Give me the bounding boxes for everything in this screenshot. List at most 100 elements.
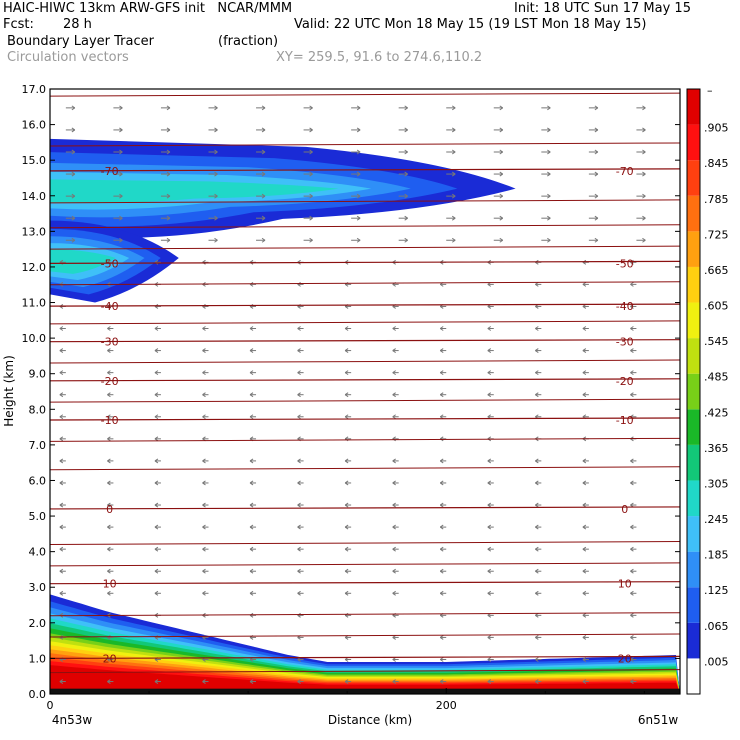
colorbar-swatch <box>687 551 700 588</box>
vector-arrowhead <box>107 590 111 596</box>
vector-arrowhead <box>202 590 206 596</box>
vector-arrowhead <box>594 149 599 155</box>
isotherm-label-right: -10 <box>616 414 634 427</box>
vector-arrowhead <box>642 237 646 243</box>
vector-arrowhead <box>154 524 159 530</box>
vector-arrowhead <box>71 193 76 199</box>
isotherm-label-left: -10 <box>101 414 119 427</box>
vector-arrowhead <box>344 524 349 530</box>
vector-arrowhead <box>630 281 634 287</box>
vector-arrowhead <box>344 568 349 574</box>
vector-arrowhead <box>214 171 218 177</box>
field-name: Boundary Layer Tracer <box>7 34 154 49</box>
vector-arrowhead <box>107 480 111 486</box>
vector-arrowhead <box>547 193 551 199</box>
colorbar-swatch <box>687 587 700 623</box>
colorbar-label: .425 <box>704 406 729 419</box>
vector-arrowhead <box>249 502 254 508</box>
vector-arrowhead <box>154 480 159 486</box>
vector-arrowhead <box>202 524 206 530</box>
vector-arrowhead <box>119 193 123 199</box>
vector-arrowhead <box>202 568 206 574</box>
vector-arrowhead <box>297 568 301 574</box>
vector-arrowhead <box>487 679 492 684</box>
isotherm-label-left: -30 <box>101 336 119 349</box>
colorbar-label: .125 <box>704 584 729 597</box>
vector-arrowhead <box>582 370 587 376</box>
vector-arrowhead <box>547 149 551 155</box>
isotherm-label-right: 20 <box>618 652 632 665</box>
vector-arrowhead <box>344 370 349 376</box>
vector-arrowhead <box>487 392 492 398</box>
vector-arrowhead <box>59 458 64 464</box>
vector-arrowhead <box>547 171 551 177</box>
isotherm-line <box>50 655 680 660</box>
colorbar-swatch <box>687 409 700 445</box>
vector-arrowhead <box>487 657 492 662</box>
vector-arrowhead <box>344 480 349 486</box>
vector-arrowhead <box>451 171 456 177</box>
vector-arrowhead <box>119 105 123 111</box>
contour-line <box>50 281 680 286</box>
vector-arrowhead <box>214 127 218 133</box>
colorbar-swatch <box>687 444 700 481</box>
vector-arrowhead <box>535 502 539 508</box>
contour-line <box>50 633 680 638</box>
vector-arrowhead <box>154 370 159 376</box>
isotherm-label-right: -20 <box>616 375 634 388</box>
isotherm-label-left: 20 <box>103 652 117 665</box>
vector-arrowhead <box>404 215 408 221</box>
vector-arrowhead <box>202 326 206 331</box>
y-tick-label: 4.0 <box>29 546 47 559</box>
vector-arrowhead <box>154 414 159 420</box>
isotherm-label-left: -50 <box>101 257 119 270</box>
colorbar-label: .365 <box>704 442 729 455</box>
colorbar-label: .065 <box>704 620 729 633</box>
temperature-contours: -70 -70 -50 -50 -40 -40 -30 -30 -20 -20 -10 -10 0 0 10… <box>50 92 680 674</box>
vector-arrowhead <box>392 392 396 398</box>
vector-arrowhead <box>59 590 64 596</box>
x-end-label-right: 6n51w <box>638 713 679 727</box>
vector-arrowhead <box>249 568 254 574</box>
vector-arrowhead <box>630 546 634 552</box>
vector-arrowhead <box>630 370 634 376</box>
vector-arrowhead <box>261 149 266 155</box>
vector-arrowhead <box>392 480 396 486</box>
vector-arrowhead <box>154 590 159 596</box>
vector-arrowhead <box>451 215 456 221</box>
x-end-label-left: 4n53w <box>52 713 93 727</box>
vector-arrowhead <box>202 414 206 420</box>
vector-arrowhead <box>392 590 396 596</box>
colorbar-label: .725 <box>704 228 729 241</box>
vector-arrowhead <box>261 127 266 133</box>
isotherm-line <box>50 417 680 421</box>
vector-arrowhead <box>582 590 587 596</box>
vector-arrowhead <box>582 392 587 398</box>
field-unit: (fraction) <box>218 34 279 49</box>
y-tick-label: 0.0 <box>29 688 47 701</box>
vector-arrowhead <box>71 215 76 221</box>
vector-arrowhead <box>487 458 492 464</box>
isotherm-label-left: 0 <box>106 503 113 516</box>
vector-arrowhead <box>439 480 444 486</box>
contour-line <box>50 224 680 229</box>
vector-arrowhead <box>630 568 634 574</box>
vector-arrowhead <box>487 524 492 530</box>
vector-arrowhead <box>297 546 301 552</box>
vector-arrowhead <box>119 127 123 133</box>
vector-arrowhead <box>630 326 634 331</box>
vector-arrowhead <box>499 149 504 155</box>
colorbar-swatch <box>687 480 700 517</box>
x-axis-label: Distance (km) <box>328 713 412 727</box>
vector-arrowhead <box>154 679 159 684</box>
vector-arrowhead <box>439 568 444 574</box>
vector-arrowhead <box>535 568 539 574</box>
isotherm-line <box>50 168 680 172</box>
vector-arrowhead <box>356 193 361 199</box>
colorbar-label: .185 <box>704 549 729 562</box>
colorbar-swatch <box>687 231 700 267</box>
vector-arrowhead <box>261 237 266 243</box>
isotherm-label-right: -70 <box>616 165 634 178</box>
colorbar-label: .665 <box>704 264 729 277</box>
